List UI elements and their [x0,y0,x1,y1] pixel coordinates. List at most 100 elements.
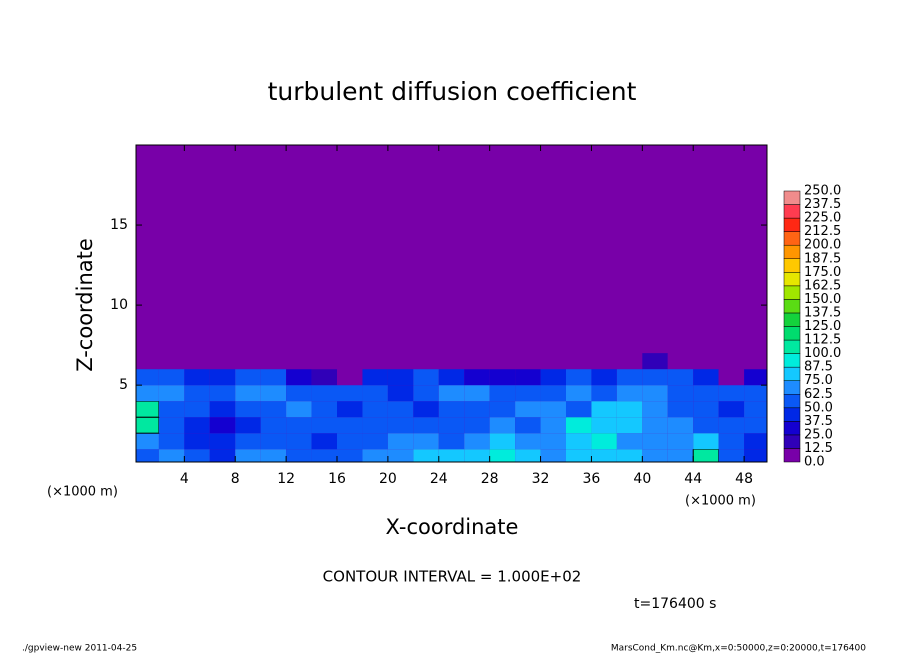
heatmap-cell [693,353,719,370]
heatmap-cell [136,385,159,402]
heatmap-cell [489,369,516,386]
colorbar-label: 87.5 [804,360,833,375]
x-tick-label: 4 [180,471,189,487]
heatmap-cell [184,417,210,434]
heatmap-cell [464,449,490,462]
heatmap-cell [209,369,236,386]
heatmap-cell [362,385,388,402]
heatmap-cell [260,449,287,462]
y-axis-label: Z-coordinate [73,238,97,372]
colorbar-cell [783,353,801,368]
x-tick-label: 24 [430,471,448,487]
heatmap-cell [136,353,159,370]
colorbar-label: 237.5 [804,197,841,212]
heatmap-cell [362,401,388,418]
colorbar-label: 0.0 [804,455,825,470]
heatmap-cell [286,449,312,462]
heatmap-cell [616,385,643,402]
colorbar-label: 12.5 [804,441,833,456]
heatmap-cell [235,353,261,370]
colorbar-cell [783,217,801,232]
heatmap-cell [286,369,312,386]
heatmap-cell [209,385,236,402]
heatmap-cell [311,401,338,418]
heatmap-cell [158,385,185,402]
heatmap-cell [362,417,388,434]
heatmap-cell [464,353,490,370]
colorbar-label: 187.5 [804,251,841,266]
heatmap-cell [642,353,668,370]
heatmap-cell [260,417,287,434]
heatmap-cell [158,369,185,386]
heatmap-cell [464,369,490,386]
heatmap-cell [362,353,388,370]
heatmap-cell [489,417,516,434]
heatmap-cell [337,385,363,402]
heatmap-cell [667,417,694,434]
heatmap-cell [387,449,414,462]
heatmap-cell [438,369,465,386]
heatmap-cell [184,353,210,370]
heatmap-cell [387,401,414,418]
heatmap-cell [693,369,719,386]
heatmap-cell [158,401,185,418]
heatmap-cell [744,385,767,402]
heatmap-cell [718,449,745,462]
heatmap-cell [260,385,287,402]
heatmap-cell [260,433,287,450]
colorbar-label: 37.5 [804,414,833,429]
heatmap-cell [413,401,439,418]
heatmap-cell [616,449,643,462]
colorbar-label: 175.0 [804,265,841,280]
heatmap-cell [642,433,668,450]
heatmap-cell [413,353,439,370]
heatmap-cell [515,449,541,462]
colorbar-label: 162.5 [804,278,841,293]
heatmap-cell [616,417,643,434]
heatmap-cell [718,369,745,386]
heatmap-cell [540,417,566,434]
heatmap-cell [235,449,261,462]
heatmap-cell [135,400,160,418]
heatmap-cell [642,369,668,386]
heatmap-cell [235,401,261,418]
heatmap-cell [235,385,261,402]
colorbar-label: 50.0 [804,400,833,415]
heatmap-cell [540,353,566,370]
heatmap-cell [209,449,236,462]
heatmap-cell [565,449,592,462]
heatmap-cell [260,401,287,418]
heatmap-cell [387,385,414,402]
heatmap-cell [136,433,159,450]
heatmap-cell [464,385,490,402]
colorbar-cell [783,380,801,395]
colorbar-label: 112.5 [804,333,841,348]
heatmap-cell [667,353,694,370]
colorbar-label: 150.0 [804,292,841,307]
colorbar-cell [783,204,801,219]
heatmap-cell [438,449,465,462]
heatmap-cell [515,417,541,434]
heatmap-cell [718,401,745,418]
heatmap-cell [311,433,338,450]
heatmap-cell [693,385,719,402]
heatmap-cell [260,353,287,370]
x-tick-label: 28 [481,471,499,487]
heatmap-cell [158,417,185,434]
heatmap-cell [438,353,465,370]
colorbar-label: 62.5 [804,387,833,402]
heatmap-cell [311,353,338,370]
colorbar-cell [783,272,801,287]
heatmap-cell [693,401,719,418]
heatmap-cell [489,449,516,462]
x-tick-label: 20 [379,471,397,487]
colorbar-label: 250.0 [804,184,841,199]
x-tick-label: 16 [328,471,346,487]
x-tick-label: 48 [735,471,753,487]
colorbar-cell [783,231,801,246]
x-tick-label: 44 [684,471,702,487]
heatmap-cell [489,353,516,370]
chart-title: turbulent diffusion coefficient [268,77,637,106]
colorbar-cell [783,407,801,422]
